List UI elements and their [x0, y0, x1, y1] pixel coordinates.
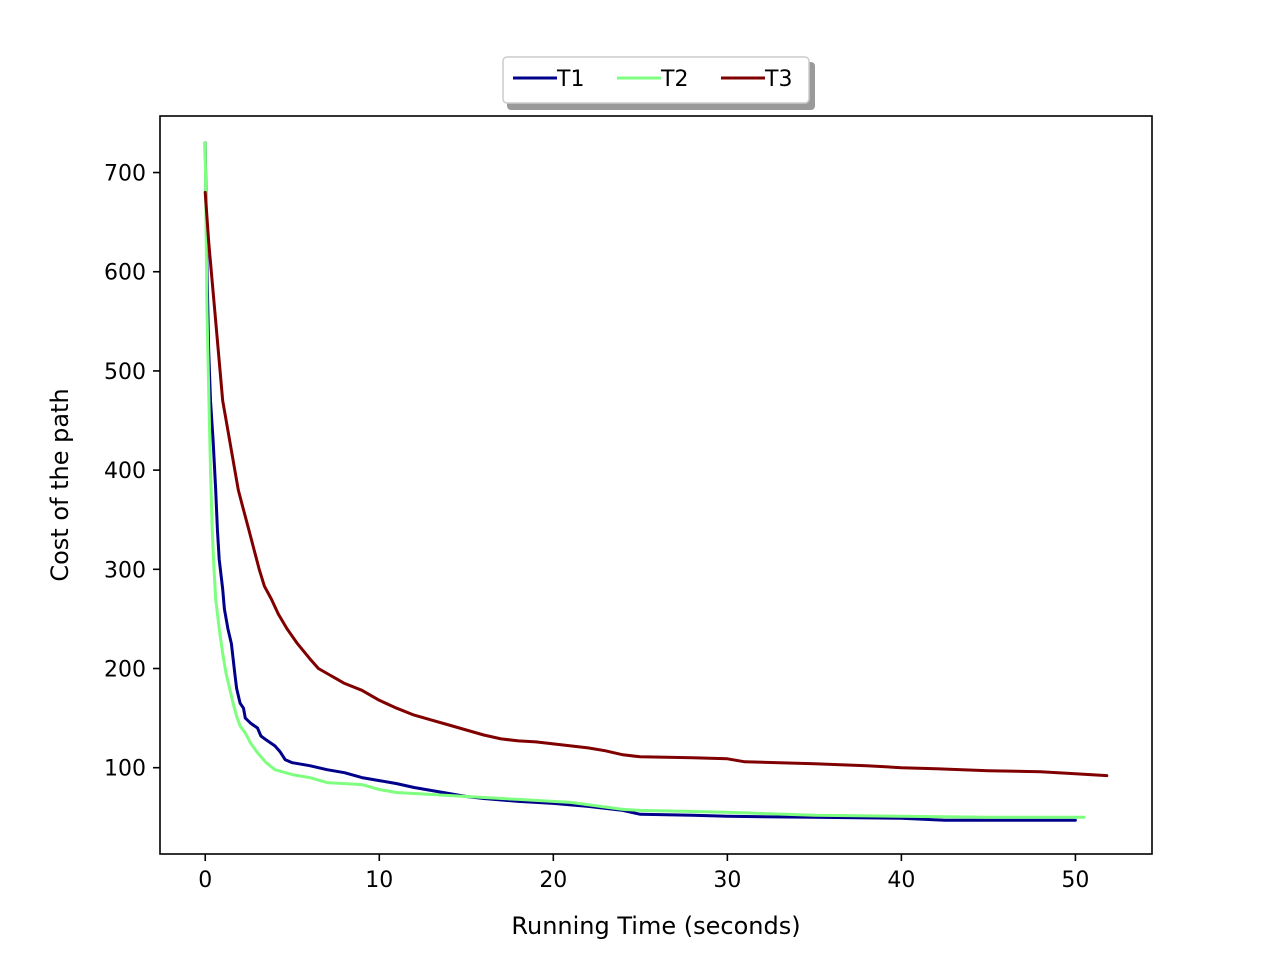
- x-tick-label: 50: [1061, 868, 1089, 893]
- y-tick-label: 500: [104, 360, 146, 385]
- y-tick-label: 100: [104, 757, 146, 782]
- x-tick-label: 10: [365, 868, 393, 893]
- legend-label-t2: T2: [660, 67, 688, 92]
- legend-items: T1 T2 T3: [513, 67, 792, 92]
- y-tick-label: 300: [104, 558, 146, 583]
- plot-area: [159, 115, 1153, 855]
- x-tick-label: 40: [887, 868, 915, 893]
- y-tick-label: 700: [104, 162, 146, 187]
- legend-label-t3: T3: [764, 67, 792, 92]
- plot-background: [160, 116, 1152, 854]
- y-axis-label: Cost of the path: [46, 388, 74, 581]
- x-axis: 0 10 20 30 40 50: [198, 854, 1089, 893]
- series-line-t1: [203, 141, 1077, 822]
- y-tick-label: 600: [104, 261, 146, 286]
- y-tick-label: 400: [104, 459, 146, 484]
- legend: T1 T2 T3: [502, 56, 815, 110]
- legend-box: [502, 56, 810, 104]
- plot-frame: [159, 115, 1153, 855]
- series-line-t2: [203, 141, 1086, 819]
- x-axis-label: Running Time (seconds): [511, 912, 800, 940]
- series-line-t3: [203, 190, 1109, 778]
- legend-label-t1: T1: [556, 67, 584, 92]
- y-axis: 100 200 300 400 500 600 700: [104, 162, 160, 782]
- x-tick-label: 0: [198, 868, 212, 893]
- x-tick-label: 30: [713, 868, 741, 893]
- series-group: [203, 141, 1109, 822]
- y-tick-label: 200: [104, 658, 146, 683]
- x-tick-label: 20: [539, 868, 567, 893]
